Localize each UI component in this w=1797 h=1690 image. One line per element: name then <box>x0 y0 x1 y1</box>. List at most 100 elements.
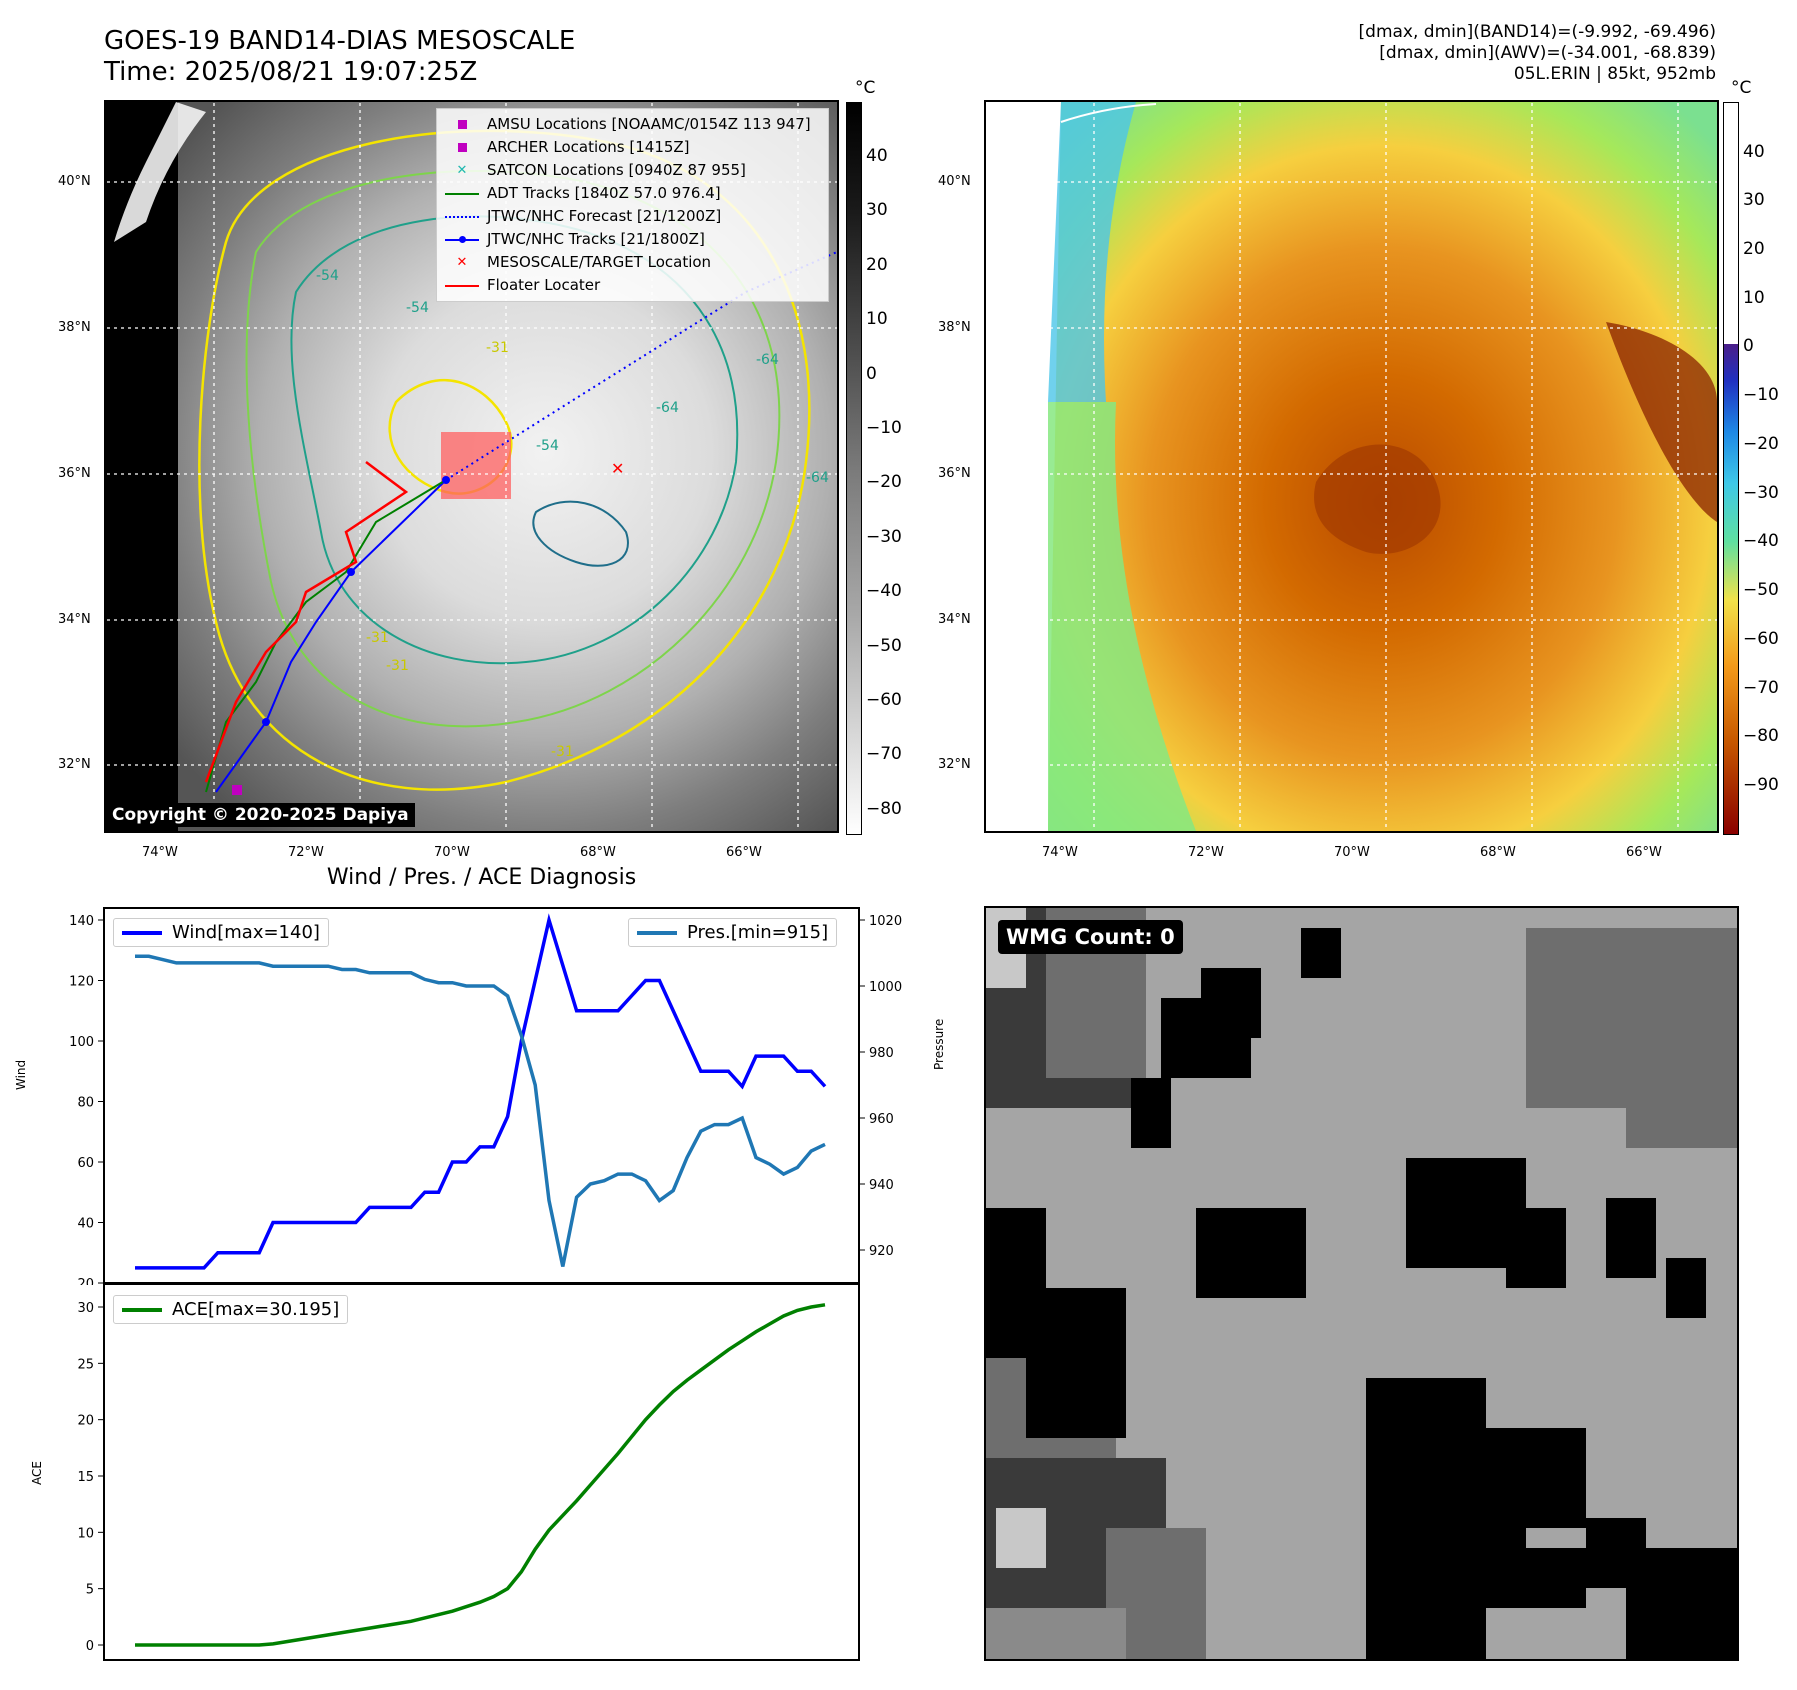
lon-label: 74°W <box>1042 845 1078 860</box>
ace-tick-label: 5 <box>86 1583 94 1598</box>
cb-tick: −20 <box>866 472 902 492</box>
wind-axis-label: Wind <box>14 1059 28 1090</box>
legend-item-archer: ARCHER Locations [1415Z] <box>445 136 820 159</box>
stats-line-3: 05L.ERIN | 85kt, 952mb <box>1513 64 1716 84</box>
legend-item-floater: Floater Locater <box>445 274 820 297</box>
contour-label: -64 <box>656 400 679 416</box>
amsu-marker <box>232 785 242 795</box>
ace-chart: 0 5 10 15 20 25 30 <box>77 1283 860 1661</box>
contour-label: -31 <box>386 658 409 674</box>
ace-tick-label: 30 <box>77 1301 94 1316</box>
pressure-tick-label: 920 <box>869 1244 894 1259</box>
left-colorbar <box>846 102 862 835</box>
left-colorbar-unit: °C <box>855 78 876 98</box>
contour-label: -64 <box>756 352 779 368</box>
ace-tick-label: 0 <box>86 1639 94 1654</box>
cb-tick: 10 <box>1743 288 1765 308</box>
cb-tick: −60 <box>866 690 902 710</box>
lat-gridlines <box>987 181 1717 766</box>
contour-label: -54 <box>316 268 339 284</box>
mesoscale-target-marker: ✕ <box>611 459 624 478</box>
coastline <box>114 102 206 242</box>
stats-line-2: [dmax, dmin](AWV)=(-34.001, -68.839) <box>1379 43 1716 63</box>
wind-legend: Wind[max=140] <box>113 918 329 947</box>
lon-label: 72°W <box>1188 845 1224 860</box>
awv-map-canvas <box>987 102 1717 831</box>
lon-label: 66°W <box>1626 845 1662 860</box>
contour-label: -64 <box>806 470 829 486</box>
lon-label: 70°W <box>1334 845 1370 860</box>
copyright-label: Copyright © 2020-2025 Dapiya <box>106 803 415 827</box>
wind-pressure-chart: 20 40 60 80 100 120 140 920 940 960 980 1000 1020 <box>69 907 902 1285</box>
ace-tick-label: 10 <box>77 1526 94 1541</box>
mesoscale-box <box>441 432 511 499</box>
pressure-legend-label: Pres.[min=915] <box>687 922 829 943</box>
lat-label: 34°N <box>938 612 971 627</box>
contour-label: -54 <box>406 300 429 316</box>
title-line-1: GOES-19 BAND14-DIAS MESOSCALE <box>104 26 576 56</box>
wind-tick-label: 120 <box>69 975 94 990</box>
contour-label: -31 <box>551 744 574 760</box>
cb-tick: 40 <box>866 146 888 166</box>
ace-axis-label: ACE <box>30 1461 44 1485</box>
wind-tick-label: 140 <box>69 914 94 929</box>
cb-tick: 0 <box>1743 336 1754 356</box>
legend-item-satcon: ✕ SATCON Locations [0940Z 87 955] <box>445 159 820 182</box>
contour-label: -54 <box>536 438 559 454</box>
lat-label: 34°N <box>58 612 91 627</box>
ace-tick-label: 20 <box>77 1414 94 1429</box>
lat-label: 38°N <box>938 320 971 335</box>
legend-label: JTWC/NHC Tracks [21/1800Z] <box>487 230 705 248</box>
title-line-2: Time: 2025/08/21 19:07:25Z <box>104 57 478 87</box>
legend-label: MESOSCALE/TARGET Location <box>487 253 712 271</box>
wind-tick-label: 80 <box>77 1096 94 1111</box>
plot-frame <box>103 1283 860 1661</box>
cb-tick: −10 <box>1743 385 1779 405</box>
cb-tick: −40 <box>866 581 902 601</box>
lat-label: 36°N <box>58 466 91 481</box>
cb-tick: −70 <box>866 744 902 764</box>
legend-item-forecast: JTWC/NHC Forecast [21/1200Z] <box>445 205 820 228</box>
lon-gridlines <box>213 103 799 831</box>
cb-tick: 20 <box>866 255 888 275</box>
left-lon-labels: 74°W 72°W 70°W 68°W 66°W <box>104 845 839 865</box>
ace-tick-label: 15 <box>77 1470 94 1485</box>
cb-tick: −80 <box>866 799 902 819</box>
pressure-tick-label: 940 <box>869 1178 894 1193</box>
right-colorbar-ticks: 40 30 20 10 0 −10 −20 −30 −40 −50 −60 −7… <box>1743 102 1793 833</box>
nhc-track <box>215 479 447 793</box>
awv-satellite-map <box>984 100 1719 833</box>
cb-tick: −40 <box>1743 531 1779 551</box>
stats-text: [dmax, dmin](BAND14)=(-9.992, -69.496) [… <box>1359 22 1716 85</box>
cb-tick: −60 <box>1743 629 1779 649</box>
ace-legend: ACE[max=30.195] <box>113 1295 349 1324</box>
cb-tick: −80 <box>1743 726 1779 746</box>
coastline <box>1060 103 1157 123</box>
wind-tick-label: 20 <box>77 1277 94 1285</box>
legend-label: Floater Locater <box>487 276 601 294</box>
cb-tick: −30 <box>1743 483 1779 503</box>
contour-label: -31 <box>486 340 509 356</box>
legend-item-mesoscale: ✕ MESOSCALE/TARGET Location <box>445 251 820 274</box>
wind-series-line <box>135 913 827 1270</box>
pressure-axis-label: Pressure <box>932 1018 946 1070</box>
lon-label: 66°W <box>726 845 762 860</box>
contour-label: -31 <box>366 630 389 646</box>
legend-label: ADT Tracks [1840Z 57.0 976.4] <box>487 184 721 202</box>
stats-line-1: [dmax, dmin](BAND14)=(-9.992, -69.496) <box>1358 22 1716 42</box>
lat-label: 40°N <box>938 174 971 189</box>
wind-tick-label: 100 <box>69 1035 94 1050</box>
ace-series-line <box>135 1303 826 1647</box>
wmg-panel: WMG Count: 0 <box>984 906 1739 1661</box>
lon-label: 68°W <box>580 845 616 860</box>
cb-tick: −70 <box>1743 678 1779 698</box>
cb-tick: 30 <box>866 200 888 220</box>
legend-label: AMSU Locations [NOAAMC/0154Z 113 947] <box>487 115 811 133</box>
ace-legend-label: ACE[max=30.195] <box>172 1299 340 1320</box>
lon-label: 70°W <box>434 845 470 860</box>
lat-label: 32°N <box>938 757 971 772</box>
ir-satellite-map: ✕ -54 -54 -31 -64 -54 -64 -64 -31 -31 -3… <box>104 100 839 833</box>
lon-label: 72°W <box>288 845 324 860</box>
pressure-tick-label: 960 <box>869 1112 894 1127</box>
lon-gridlines <box>1093 103 1679 831</box>
